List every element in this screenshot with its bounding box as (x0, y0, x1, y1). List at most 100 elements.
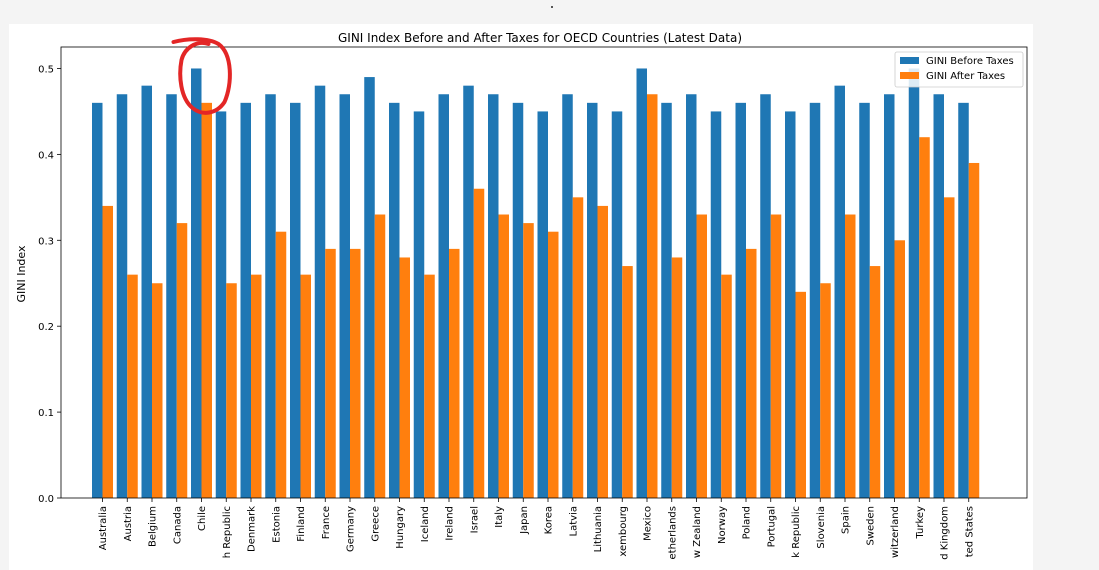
bar-after-18 (548, 231, 559, 498)
x-tick-label: Japan (519, 506, 530, 535)
bar-after-13 (424, 274, 435, 498)
axes-group (60, 46, 1028, 499)
bar-before-13 (413, 111, 425, 499)
bar-before-0 (92, 102, 103, 498)
bar-after-27 (770, 214, 782, 498)
y-tick-label: 0.5 (38, 64, 54, 75)
x-tick-label: Finland (296, 506, 307, 542)
x-tick-label: Israel (469, 506, 480, 533)
x-tick-label: Lithuania (593, 506, 604, 552)
x-ticks-group: Australia Austria Belgium Canada Chile h Repu… (98, 498, 975, 560)
bar-after-28 (795, 291, 806, 498)
x-tick-label: Korea (544, 506, 555, 534)
x-tick-label: Austria (123, 506, 134, 541)
stray-dot (551, 6, 553, 8)
bar-before-12 (389, 102, 400, 498)
bar-after-2 (152, 283, 163, 498)
bar-before-18 (537, 111, 548, 499)
x-tick-label: xembourg (618, 506, 629, 557)
bar-after-22 (647, 94, 658, 498)
bar-before-14 (438, 94, 449, 498)
bar-before-19 (562, 94, 573, 498)
bar-before-20 (587, 102, 598, 498)
bar-after-10 (350, 248, 361, 498)
annotation-layer (171, 37, 232, 115)
x-tick-label: Poland (742, 506, 753, 539)
legend: GINI Before Taxes GINI After Taxes (894, 51, 1024, 88)
legend-swatch (900, 72, 919, 79)
bar-before-9 (314, 85, 326, 498)
chart-title: GINI Index Before and After Taxes for OE… (338, 31, 742, 45)
bar-before-2 (141, 85, 152, 498)
x-tick-label: Norway (717, 506, 728, 544)
legend-swatch (900, 57, 919, 64)
bar-before-32 (884, 94, 895, 498)
x-tick-label: Belgium (148, 506, 159, 547)
bar-before-1 (116, 94, 128, 498)
bar-before-8 (290, 102, 301, 498)
x-tick-label: etherlands (667, 506, 678, 559)
bar-after-4 (201, 102, 212, 498)
x-tick-label: Canada (172, 506, 183, 544)
x-tick-label: France (321, 506, 332, 539)
x-tick-label: h Republic (222, 506, 233, 558)
legend-label: GINI After Taxes (926, 71, 1005, 82)
y-tick-label: 0.0 (38, 494, 54, 505)
x-tick-label: Chile (197, 506, 208, 531)
bar-after-14 (449, 248, 460, 498)
bar-after-20 (597, 205, 608, 499)
bar-after-0 (102, 205, 113, 499)
bar-after-31 (869, 266, 881, 498)
bar-after-8 (300, 274, 311, 498)
bar-before-26 (735, 102, 746, 498)
bar-after-9 (325, 248, 336, 498)
x-tick-label: Sweden (865, 506, 876, 546)
x-tick-label: Latvia (568, 506, 579, 536)
y-axis-label: GINI Index (15, 245, 28, 303)
bar-after-26 (746, 248, 757, 498)
bar-after-16 (498, 214, 509, 498)
x-tick-label: Ireland (445, 506, 456, 541)
bar-before-25 (710, 111, 722, 499)
bar-before-6 (240, 102, 251, 498)
bar-after-30 (845, 214, 856, 498)
bar-after-33 (919, 137, 930, 498)
bar-after-24 (696, 214, 707, 498)
bar-after-1 (127, 274, 138, 498)
x-tick-label: Estonia (271, 506, 282, 543)
x-tick-label: Italy (494, 506, 505, 528)
bar-before-30 (834, 85, 845, 498)
x-tick-label: d Kingdom (940, 506, 951, 560)
bar-before-7 (265, 94, 276, 498)
x-tick-label: Spain (841, 506, 852, 534)
x-tick-label: witzerland (890, 506, 901, 558)
figure-canvas: 0.0 0.1 0.2 0.3 0.4 0.5 Australia Austria Belgi… (9, 24, 1033, 570)
bar-before-33 (908, 68, 920, 499)
y-tick-label: 0.1 (38, 408, 54, 419)
bar-after-19 (572, 197, 584, 498)
bars-group (92, 68, 980, 499)
bar-before-17 (512, 102, 524, 498)
x-tick-label: Turkey (915, 506, 926, 540)
bar-before-34 (933, 94, 944, 498)
bar-chart: 0.0 0.1 0.2 0.3 0.4 0.5 Australia Austria Belgi… (15, 31, 1028, 560)
bar-before-28 (785, 111, 796, 499)
bar-before-23 (661, 102, 672, 498)
x-tick-label: Iceland (420, 506, 431, 542)
bar-before-5 (215, 111, 227, 499)
bar-before-4 (191, 68, 202, 499)
legend-label: GINI Before Taxes (926, 56, 1014, 67)
x-tick-label: ted States (964, 506, 975, 557)
legend-box (894, 51, 1024, 88)
bar-after-23 (671, 257, 683, 498)
x-tick-label: Germany (346, 506, 357, 552)
bar-before-10 (339, 94, 350, 498)
bar-before-31 (859, 102, 870, 498)
plot-frame (60, 46, 1028, 499)
bar-after-17 (523, 223, 534, 498)
y-tick-label: 0.3 (38, 236, 54, 247)
y-ticks-group: 0.0 0.1 0.2 0.3 0.4 0.5 (38, 64, 61, 505)
bar-before-24 (686, 94, 697, 498)
bar-after-3 (176, 223, 188, 498)
